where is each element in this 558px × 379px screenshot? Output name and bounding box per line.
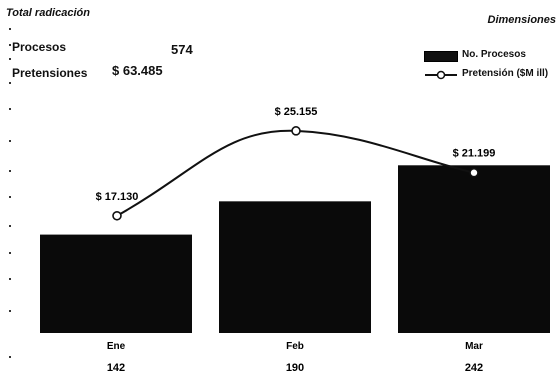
combo-chart: Ene 142 Feb 190 Mar 242 $ 17.130 $ 25.155 $ 21.1… — [40, 106, 550, 374]
bar-value-label: 142 — [107, 362, 125, 374]
pretension-point-feb — [291, 126, 301, 136]
total-title: Total radicación — [6, 7, 90, 19]
pretension-point-mar — [469, 167, 479, 178]
pretension-value-label: $ 25.155 — [275, 106, 318, 118]
pretension-point-ene — [112, 210, 122, 221]
legend-bar-swatch — [424, 51, 458, 62]
bar-ene — [40, 234, 192, 333]
pretension-value-label: $ 17.130 — [96, 191, 139, 203]
procesos-label: Procesos — [12, 40, 67, 54]
pretension-value-label: $ 21.199 — [453, 148, 496, 160]
bar-value-label: 190 — [286, 362, 304, 374]
x-tick-label: Feb — [286, 341, 304, 352]
pretensiones-value: $ 63.485 — [112, 63, 163, 78]
legend-bar-label: No. Procesos — [462, 49, 526, 60]
bar-value-label: 242 — [465, 362, 483, 374]
bar-feb — [219, 201, 371, 333]
x-tick-label: Mar — [465, 341, 483, 352]
procesos-value: 574 — [171, 42, 193, 57]
x-tick-label: Ene — [107, 341, 126, 352]
legend-line-label: Pretensión ($M ill) — [462, 68, 549, 79]
pretensiones-label: Pretensiones — [12, 66, 88, 80]
legend-line-swatch — [425, 70, 457, 80]
bar-mar — [398, 165, 550, 333]
dimensions-title: Dimensiones — [487, 14, 556, 26]
